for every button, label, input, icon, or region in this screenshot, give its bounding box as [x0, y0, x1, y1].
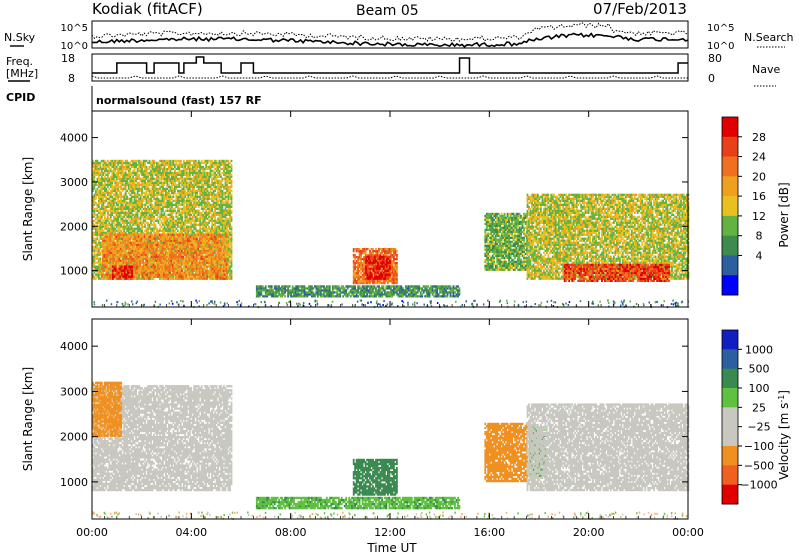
velocity-colorbar-swatch	[722, 388, 738, 408]
velocity-y-tick-label: 4000	[60, 340, 88, 353]
velocity-colorbar-tick-label: −25	[747, 421, 770, 434]
beam-title: Beam 05	[356, 3, 419, 19]
x-tick-label: 00:00	[76, 526, 108, 539]
frequency-line	[92, 57, 688, 73]
power-patch-5	[365, 256, 391, 280]
velocity-colorbar-swatch	[722, 465, 738, 485]
velocity-colorbar-swatch	[722, 349, 738, 369]
power-patch-1	[102, 234, 228, 280]
velocity-y-tick-label: 2000	[60, 431, 88, 444]
velocity-colorbar-swatch	[722, 369, 738, 389]
power-y-tick-label: 1000	[60, 265, 88, 278]
power-colorbar-swatch	[722, 137, 738, 157]
cpid-label: CPID	[6, 91, 35, 104]
power-colorbar-tick-label: 4	[756, 249, 763, 262]
velocity-data-cells	[92, 382, 689, 510]
power-colorbar-swatch	[722, 176, 738, 196]
velocity-y-tick-label: 3000	[60, 385, 88, 398]
velocity-colorbar-tick-label: −1000	[740, 479, 777, 492]
power-y-tick-label: 2000	[60, 220, 88, 233]
velocity-panel: 00:00 04:00 08:00 12:00 16:00 20:00 00:00 1000 2…	[21, 319, 791, 539]
velocity-colorbar-tick-label: 500	[749, 363, 770, 376]
radar-summary-figure: Kodiak (fitACF) Beam 05 07/Feb/2013 N.Sk…	[0, 0, 800, 554]
velocity-y-tick-label: 1000	[60, 476, 88, 489]
power-patch-3	[256, 285, 460, 297]
nsky-label: N.Sky	[4, 31, 36, 44]
velocity-y-axis-label: Slant Range [km]	[21, 367, 35, 471]
velocity-colorbar-tick-label: 100	[749, 382, 770, 395]
nave-label: Nave	[752, 63, 780, 76]
freq-label-line2: [MHz]	[6, 67, 38, 80]
nave-tick-low: 0	[708, 72, 715, 85]
power-colorbar-swatch	[722, 236, 738, 256]
cpid-value: normalsound (fast) 157 RF	[96, 94, 262, 107]
nave-line	[92, 76, 688, 78]
velocity-colorbar-swatch	[722, 446, 738, 466]
station-title: Kodiak (fitACF)	[92, 0, 203, 18]
power-colorbar-tick-label: 8	[756, 230, 763, 243]
velocity-patch-2	[256, 497, 460, 510]
power-colorbar-label: Power [dB]	[777, 182, 791, 247]
velocity-colorbar-swatch	[722, 485, 738, 505]
noise-tick-right-high: 10^5	[707, 23, 734, 34]
velocity-colorbar-tick-label: −100	[744, 440, 774, 453]
velocity-colorbar-tick-label: −500	[744, 459, 774, 472]
power-colorbar-tick-label: 24	[752, 151, 766, 164]
velocity-colorbar-swatch	[722, 407, 738, 427]
power-y-tick-label: 3000	[60, 176, 88, 189]
power-colorbar-swatch	[722, 275, 738, 295]
power-colorbar-tick-label: 12	[752, 210, 766, 223]
power-panel: 1000 2000 3000 4000 Slant Range [km] 28 24 20 16…	[21, 111, 791, 308]
velocity-patch-3	[353, 459, 398, 496]
power-colorbar-swatch	[722, 255, 738, 275]
x-tick-label: 12:00	[374, 526, 406, 539]
power-y-axis-label: Slant Range [km]	[21, 157, 35, 261]
x-tick-label: 04:00	[175, 526, 207, 539]
date-title: 07/Feb/2013	[593, 0, 687, 18]
nave-tick-high: 80	[708, 52, 722, 65]
power-patch-6	[484, 213, 527, 271]
velocity-colorbar-tick-label: 1000	[745, 343, 773, 356]
noise-tick-left-high: 10^5	[61, 23, 88, 34]
freq-tick-high: 18	[61, 52, 75, 65]
power-y-tick-label: 4000	[60, 132, 88, 145]
power-colorbar-swatch	[722, 157, 738, 177]
power-data-cells	[92, 160, 689, 298]
power-colorbar-swatch	[722, 196, 738, 216]
power-colorbar-tick-label: 28	[752, 131, 766, 144]
freq-tick-low: 8	[68, 72, 75, 85]
noise-tick-left-low: 10^0	[61, 41, 88, 52]
power-colorbar: 28 24 20 16 12 8 4 Power [dB]	[722, 117, 791, 296]
power-colorbar-swatch	[722, 117, 738, 137]
power-colorbar-tick-label: 16	[752, 190, 766, 203]
power-colorbar-tick-label: 20	[752, 170, 766, 183]
x-tick-label: 16:00	[473, 526, 505, 539]
velocity-patch-6	[527, 403, 690, 491]
time-axis-label: Time UT	[366, 541, 417, 554]
nsearch-label: N.Search	[744, 31, 794, 44]
velocity-colorbar-swatch	[722, 427, 738, 447]
velocity-colorbar-label: Velocity [m s-1]	[777, 390, 791, 480]
x-tick-label: 08:00	[275, 526, 307, 539]
noise-tick-right-low: 10^0	[707, 41, 734, 52]
x-tick-label: 20:00	[573, 526, 605, 539]
velocity-colorbar-swatch	[722, 330, 738, 350]
velocity-colorbar-tick-label: 25	[752, 401, 766, 414]
power-colorbar-swatch	[722, 216, 738, 236]
velocity-patch-4	[484, 423, 527, 482]
velocity-patch-1	[92, 382, 122, 437]
x-tick-label: 00:00	[672, 526, 704, 539]
